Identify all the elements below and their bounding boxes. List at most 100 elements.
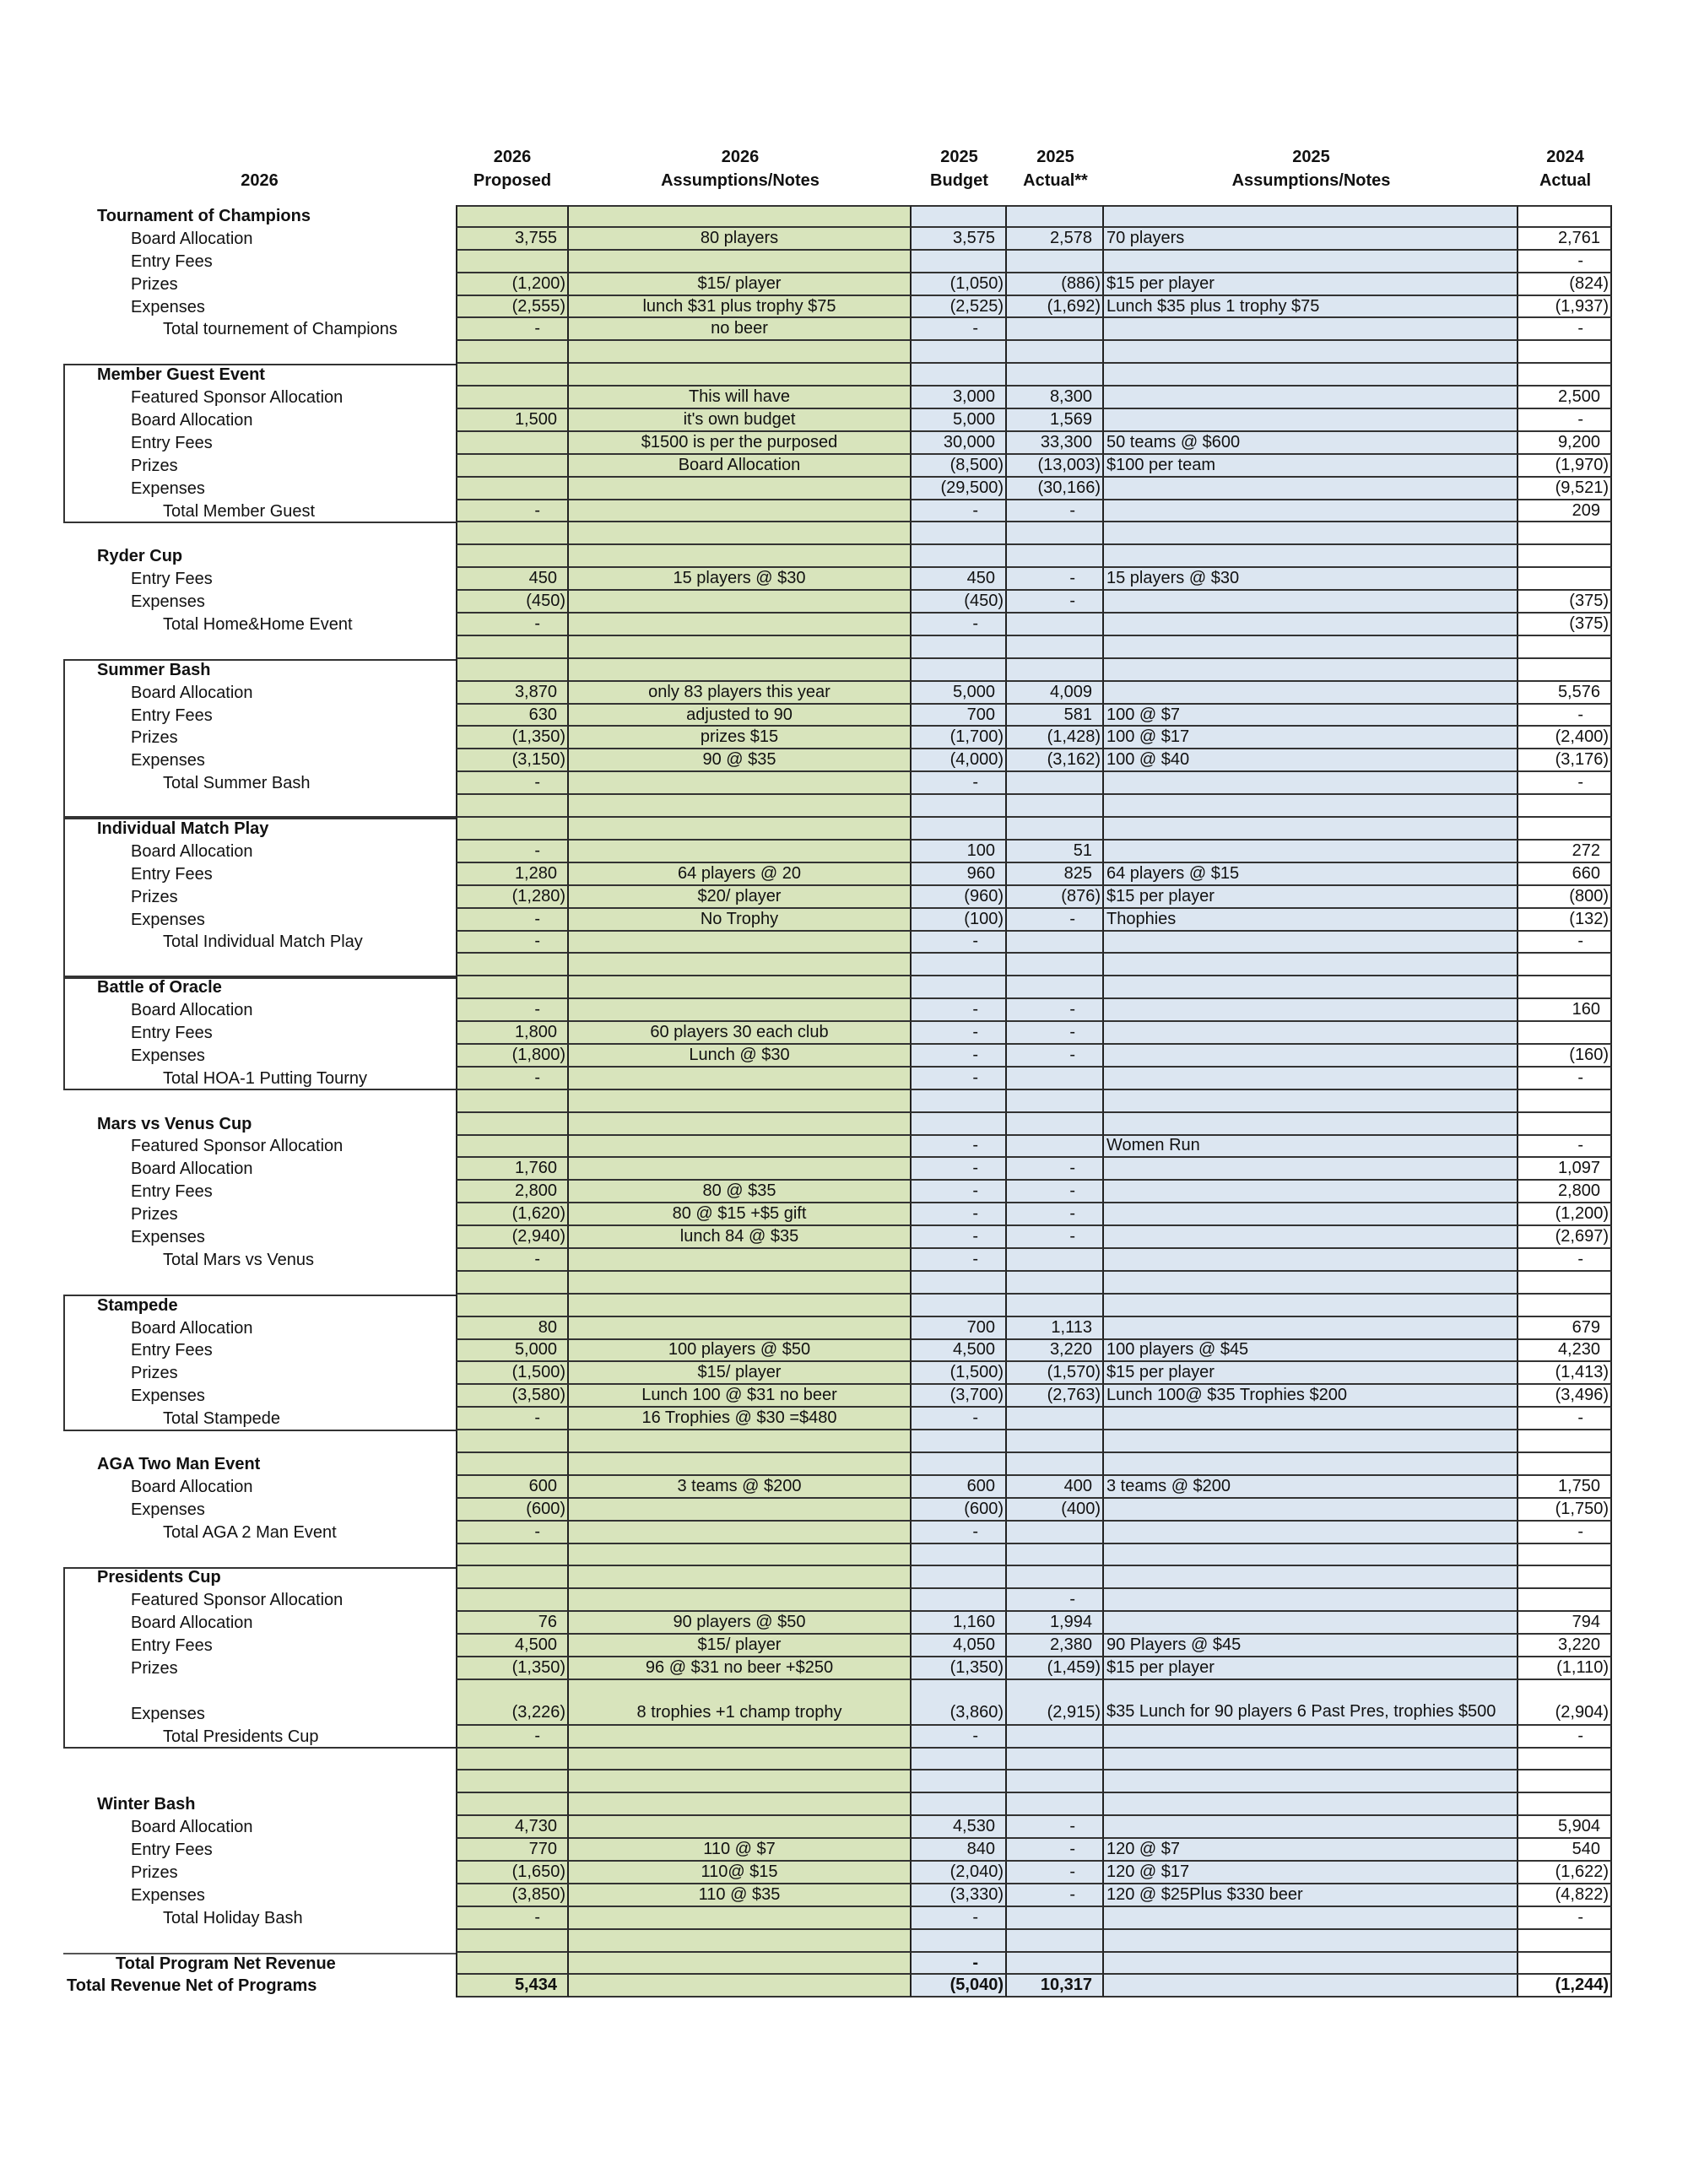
notes-2026-cell xyxy=(569,1975,912,1998)
proposed-2026-cell xyxy=(456,818,569,841)
notes-2026-cell xyxy=(569,795,912,819)
row-label: Expenses xyxy=(131,1046,205,1065)
proposed-2026-cell: 4,730 xyxy=(456,1816,569,1840)
row-label: Entry Fees xyxy=(131,1182,213,1202)
table-row: Board Allocation 1,760 - - 1,097 xyxy=(63,1158,1612,1181)
proposed-2026-cell xyxy=(456,250,569,273)
notes-2026-cell: 64 players @ 20 xyxy=(569,862,912,886)
actual-2024-cell: - xyxy=(1518,1248,1612,1272)
proposed-2026-cell xyxy=(456,1089,569,1113)
notes-2025-cell: Women Run xyxy=(1104,1135,1518,1159)
actual-2025-cell: (3,162) xyxy=(1007,749,1104,773)
notes-2025-cell xyxy=(1104,318,1518,342)
proposed-2026-cell xyxy=(456,1566,569,1590)
proposed-2026-cell xyxy=(456,387,569,410)
row-label: AGA Two Man Event xyxy=(97,1454,261,1473)
notes-2025-cell xyxy=(1104,1112,1518,1136)
notes-2025-cell xyxy=(1104,1203,1518,1227)
notes-2025-cell: $35 Lunch for 90 players 6 Past Pres, tr… xyxy=(1104,1679,1518,1726)
actual-2025-cell xyxy=(1007,1793,1104,1817)
actual-2025-cell xyxy=(1007,1089,1104,1113)
actual-2024-cell xyxy=(1518,976,1612,1000)
notes-2025-cell: 100 @ $7 xyxy=(1104,704,1518,727)
notes-2025-cell xyxy=(1104,1294,1518,1317)
actual-2024-cell: (1,937) xyxy=(1518,295,1612,319)
actual-2025-cell: - xyxy=(1007,1226,1104,1249)
budget-2025-cell: (29,500) xyxy=(912,477,1007,500)
budget-2025-cell: 840 xyxy=(912,1839,1007,1862)
row-label: Expenses xyxy=(131,1704,205,1723)
budget-2025-cell xyxy=(912,635,1007,659)
proposed-2026-cell: - xyxy=(456,1906,569,1930)
budget-2025-cell: 4,530 xyxy=(912,1816,1007,1840)
actual-2024-cell xyxy=(1518,1294,1612,1317)
row-label: Board Allocation xyxy=(131,1614,253,1633)
table-row: Entry Fees 770 110 @ $7 840-120 @ $7 540 xyxy=(63,1839,1612,1862)
notes-2025-cell xyxy=(1104,1952,1518,1976)
notes-2026-cell: 60 players 30 each club xyxy=(569,1022,912,1045)
notes-2026-cell: no beer xyxy=(569,318,912,342)
row-label: Featured Sponsor Allocation xyxy=(131,1137,344,1156)
row-label: Expenses xyxy=(131,1885,205,1905)
table-row: Expenses (3,226) 8 trophies +1 champ troph… xyxy=(63,1679,1612,1726)
budget-2025-cell: 3,000 xyxy=(912,387,1007,410)
header-line1: 2024 xyxy=(1546,148,1584,166)
notes-2025-cell xyxy=(1104,250,1518,273)
notes-2026-cell xyxy=(569,635,912,659)
notes-2025-cell: 50 teams @ $600 xyxy=(1104,431,1518,455)
budget-2025-cell xyxy=(912,1770,1007,1794)
actual-2024-cell xyxy=(1518,364,1612,387)
proposed-2026-cell: (600) xyxy=(456,1498,569,1522)
header-line1 xyxy=(63,145,456,169)
actual-2024-cell xyxy=(1518,658,1612,682)
budget-2025-cell xyxy=(912,1929,1007,1953)
total-row: Total Summer Bash - - - xyxy=(63,772,1612,796)
budget-2025-cell: (4,000) xyxy=(912,749,1007,773)
proposed-2026-cell: 630 xyxy=(456,704,569,727)
proposed-2026-cell xyxy=(456,1135,569,1159)
proposed-2026-cell xyxy=(456,976,569,1000)
budget-2025-cell xyxy=(912,545,1007,569)
actual-2024-cell xyxy=(1518,1452,1612,1476)
actual-2025-cell: - xyxy=(1007,1203,1104,1227)
row-label: Total Stampede xyxy=(163,1409,280,1429)
row-label: Total Member Guest xyxy=(163,501,316,521)
actual-2025-cell: - xyxy=(1007,568,1104,592)
notes-2025-cell xyxy=(1104,1975,1518,1998)
actual-2025-cell: (886) xyxy=(1007,273,1104,296)
table-row: Expenses (3,150) 90 @ $35 (4,000) (3,162) 100… xyxy=(63,749,1612,773)
row-label: Stampede xyxy=(97,1295,178,1315)
notes-2025-cell xyxy=(1104,409,1518,432)
header-2025-notes: 2025 Assumptions/Notes xyxy=(1104,145,1518,196)
budget-2025-cell: - xyxy=(912,1725,1007,1749)
row-label: Prizes xyxy=(131,1658,178,1678)
row-label xyxy=(63,1749,456,1771)
notes-2025-cell: 120 @ $7 xyxy=(1104,1839,1518,1862)
actual-2025-cell xyxy=(1007,1112,1104,1136)
proposed-2026-cell: (450) xyxy=(456,591,569,614)
row-label: Entry Fees xyxy=(131,705,213,725)
row-label: Expenses xyxy=(131,910,205,929)
blank-row xyxy=(63,1089,1612,1113)
notes-2025-cell xyxy=(1104,205,1518,228)
notes-2025-cell xyxy=(1104,522,1518,546)
budget-2025-cell: - xyxy=(912,1022,1007,1045)
actual-2024-cell: - xyxy=(1518,1408,1612,1431)
actual-2025-cell: 33,300 xyxy=(1007,431,1104,455)
actual-2025-cell: 8,300 xyxy=(1007,387,1104,410)
table-row: Prizes Board Allocation (8,500) (13,003) $10… xyxy=(63,454,1612,478)
table-row: Prizes (1,350) prizes $15 (1,700) (1,428) 100… xyxy=(63,727,1612,750)
actual-2024-cell: 2,761 xyxy=(1518,227,1612,251)
notes-2026-cell: 96 @ $31 no beer +$250 xyxy=(569,1657,912,1680)
actual-2025-cell: (2,915) xyxy=(1007,1679,1104,1726)
section-header-row: Summer Bash xyxy=(63,658,1612,682)
notes-2026-cell xyxy=(569,1521,912,1544)
actual-2025-cell xyxy=(1007,1952,1104,1976)
table-row: Prizes (1,280) $20/ player (960) (876) $15 pe… xyxy=(63,885,1612,909)
budget-2025-cell: (3,330) xyxy=(912,1884,1007,1907)
actual-2024-cell xyxy=(1518,635,1612,659)
notes-2026-cell xyxy=(569,1112,912,1136)
actual-2025-cell xyxy=(1007,522,1104,546)
proposed-2026-cell: (3,850) xyxy=(456,1884,569,1907)
proposed-2026-cell xyxy=(456,1294,569,1317)
